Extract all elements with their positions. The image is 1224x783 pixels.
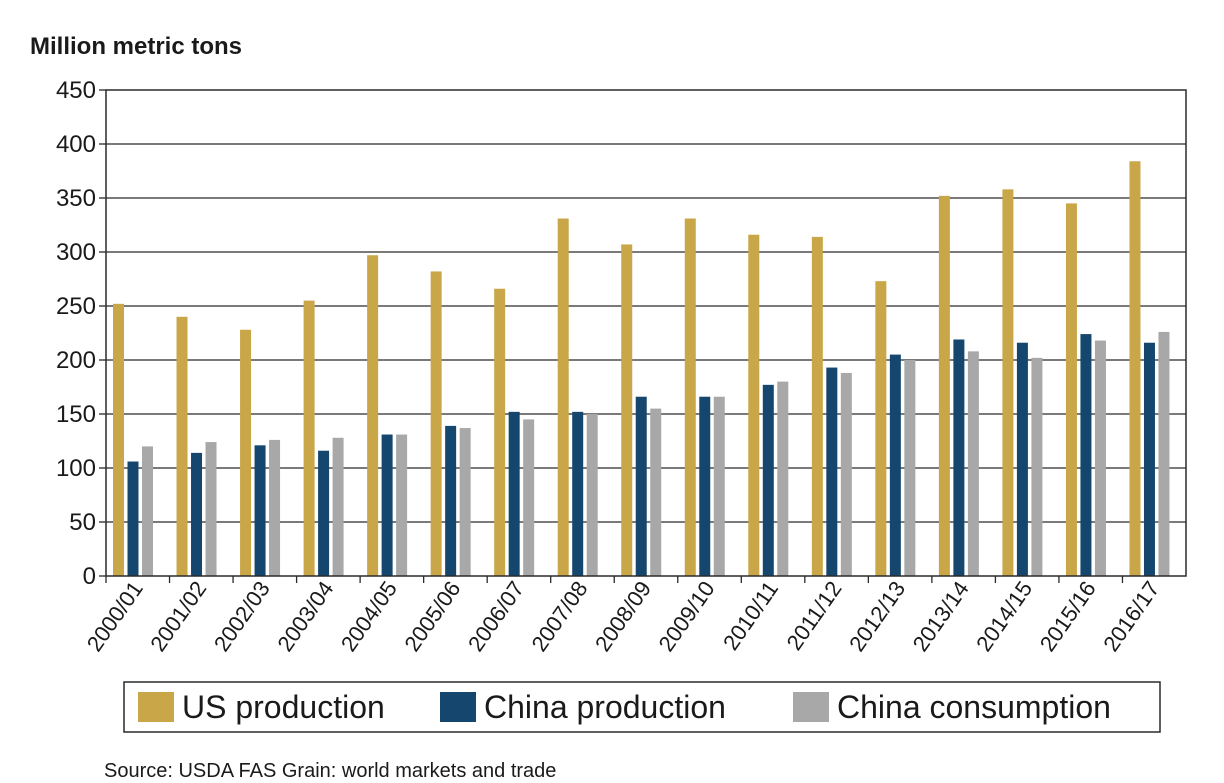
- bar-us-production-2016-17: [1129, 161, 1141, 576]
- y-tick-label-150: 150: [56, 401, 96, 428]
- y-tick-label-300: 300: [56, 239, 96, 266]
- bar-us-production-2009-10: [684, 218, 696, 576]
- bar-china-consumption-2011-12: [840, 372, 852, 576]
- bar-us-production-2013-14: [938, 195, 950, 576]
- bar-china-production-2015-16: [1080, 334, 1092, 576]
- y-tick-label-450: 450: [56, 77, 96, 104]
- bar-us-production-2000-01: [113, 303, 124, 576]
- bar-china-consumption-2008-09: [650, 408, 662, 576]
- bar-china-production-2002-03: [254, 445, 266, 576]
- bars: [113, 161, 1170, 577]
- x-tick-label-2005-06: 2005/06: [399, 577, 465, 656]
- x-tick-label-2013-14: 2013/14: [908, 577, 974, 656]
- legend-label-china-production: China production: [484, 689, 726, 725]
- y-tick-label-100: 100: [56, 455, 96, 482]
- bar-us-production-2001-02: [176, 316, 188, 576]
- bar-china-production-2013-14: [953, 339, 965, 576]
- y-tick-labels: 0 50 100 150 200 250 300 350 400 450: [56, 77, 106, 590]
- bar-china-consumption-2006-07: [523, 419, 535, 576]
- x-tick-label-2016-17: 2016/17: [1098, 577, 1164, 656]
- bar-us-production-2008-09: [621, 244, 633, 576]
- x-tick-label-2008-09: 2008/09: [590, 577, 656, 656]
- y-tick-label-250: 250: [56, 293, 96, 320]
- x-tick-labels: 2000/012001/022002/032003/042004/052005/…: [82, 576, 1164, 656]
- bar-china-production-2014-15: [1016, 342, 1028, 576]
- x-tick-label-2014-15: 2014/15: [971, 577, 1037, 656]
- legend-box: [123, 681, 1161, 733]
- bar-china-production-2001-02: [191, 452, 203, 576]
- y-tick-label-200: 200: [56, 347, 96, 374]
- bar-china-consumption-2016-17: [1158, 331, 1170, 576]
- x-tick-label-2015-16: 2015/16: [1035, 577, 1101, 656]
- source-note: Source: USDA FAS Grain: world markets an…: [104, 760, 556, 782]
- y-tick-label-400: 400: [56, 131, 96, 158]
- bar-china-production-2003-04: [318, 450, 330, 576]
- bar-china-consumption-2014-15: [1031, 357, 1043, 576]
- bar-us-production-2006-07: [494, 288, 506, 576]
- bar-china-production-2000-01: [127, 461, 139, 576]
- bar-us-production-2005-06: [430, 271, 442, 576]
- bar-china-production-2009-10: [699, 396, 711, 576]
- bar-china-consumption-2001-02: [205, 442, 217, 576]
- bar-china-consumption-2009-10: [713, 396, 725, 576]
- bar-china-production-2005-06: [445, 425, 457, 576]
- bar-china-production-2008-09: [635, 396, 647, 576]
- bar-china-production-2011-12: [826, 367, 838, 576]
- bar-china-consumption-2010-11: [777, 381, 789, 576]
- bar-us-production-2015-16: [1065, 203, 1077, 576]
- bar-china-consumption-2005-06: [459, 428, 471, 576]
- bar-us-production-2004-05: [367, 255, 379, 577]
- legend: US production China production China con…: [123, 681, 1161, 733]
- y-axis-label: Million metric tons: [30, 33, 242, 60]
- bar-china-production-2007-08: [572, 411, 584, 576]
- x-tick-label-2012-13: 2012/13: [844, 577, 910, 656]
- legend-label-us-production: US production: [182, 689, 385, 725]
- y-tick-label-350: 350: [56, 185, 96, 212]
- bar-us-production-2011-12: [811, 236, 823, 576]
- bar-china-consumption-2000-01: [142, 446, 153, 576]
- x-tick-label-2006-07: 2006/07: [463, 577, 529, 656]
- x-tick-label-2011-12: 2011/12: [782, 577, 847, 655]
- bar-china-consumption-2013-14: [967, 351, 979, 576]
- legend-swatch-china-consumption: [793, 692, 829, 722]
- bar-china-consumption-2004-05: [396, 434, 408, 576]
- bar-china-consumption-2002-03: [269, 439, 281, 576]
- legend-swatch-china-production: [440, 692, 476, 722]
- bar-china-consumption-2003-04: [332, 437, 344, 576]
- bar-china-consumption-2012-13: [904, 360, 916, 576]
- legend-label-china-consumption: China consumption: [837, 689, 1111, 725]
- bar-china-production-2004-05: [381, 434, 393, 576]
- x-tick-label-2009-10: 2009/10: [654, 577, 720, 656]
- bar-us-production-2002-03: [240, 329, 252, 576]
- bar-china-production-2016-17: [1143, 342, 1155, 576]
- x-tick-label-2003-04: 2003/04: [272, 577, 338, 656]
- y-tick-label-50: 50: [69, 509, 96, 536]
- bar-us-production-2014-15: [1002, 189, 1014, 577]
- x-tick-label-2002-03: 2002/03: [209, 577, 275, 656]
- bar-china-production-2012-13: [889, 354, 901, 576]
- bar-china-production-2006-07: [508, 411, 520, 576]
- bar-china-production-2010-11: [762, 384, 774, 576]
- bar-china-consumption-2015-16: [1094, 340, 1106, 576]
- x-tick-label-2010-11: 2010/11: [718, 577, 783, 655]
- x-tick-label-2001-02: 2001/02: [145, 577, 211, 656]
- y-tick-label-0: 0: [83, 563, 96, 590]
- legend-swatch-us-production: [138, 692, 174, 722]
- bar-us-production-2003-04: [303, 300, 315, 576]
- bar-china-consumption-2007-08: [586, 414, 598, 576]
- bar-us-production-2007-08: [557, 218, 569, 576]
- x-tick-label-2007-08: 2007/08: [526, 577, 592, 656]
- plot-frame: [105, 89, 1187, 577]
- bar-us-production-2012-13: [875, 281, 887, 576]
- bar-us-production-2010-11: [748, 234, 760, 576]
- x-tick-label-2004-05: 2004/05: [336, 577, 402, 656]
